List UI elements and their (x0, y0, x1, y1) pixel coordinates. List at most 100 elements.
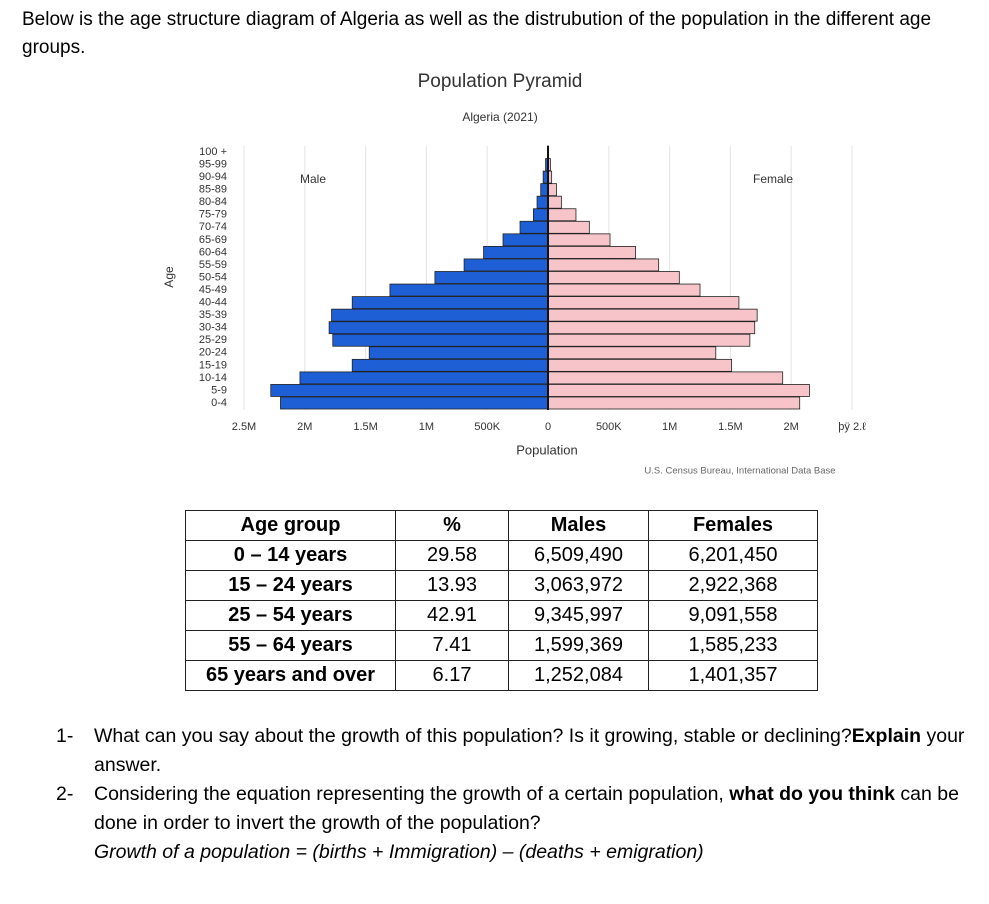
x-tick-label: þÿ 2.ℓ (838, 421, 866, 433)
header-cell: Females (648, 510, 818, 541)
question-text: What can you say about the growth of thi… (94, 722, 976, 780)
bar (547, 233, 611, 247)
bar (547, 245, 636, 259)
x-tick-label: 2.5M (232, 421, 256, 433)
bar (540, 183, 549, 197)
question-text: Considering the equation representing th… (94, 780, 976, 867)
table-cell: 25 – 54 years (185, 600, 396, 631)
bar (368, 346, 549, 360)
bar (547, 195, 562, 209)
table-cell: 3,063,972 (508, 570, 649, 601)
bar (351, 296, 549, 310)
bar (547, 283, 701, 297)
x-tick-label: 1.5M (718, 421, 742, 433)
chart-title: Population Pyramid (418, 71, 583, 92)
y-tick-label: 20-24 (199, 347, 227, 359)
y-tick-label: 15-19 (199, 359, 227, 371)
table-cell: 9,345,997 (508, 600, 649, 631)
bar (351, 358, 549, 372)
y-tick-label: 0-4 (211, 397, 227, 409)
bar (547, 183, 557, 197)
table-cell: 13.93 (395, 570, 509, 601)
header-cell: Males (508, 510, 649, 541)
x-tick-label: 500K (596, 421, 622, 433)
y-tick-label: 90-94 (199, 171, 227, 183)
table-row: 55 – 64 years 7.41 1,599,369 1,585,233 (185, 630, 818, 661)
question-bold: what do you think (729, 783, 896, 805)
y-tick-label: 80-84 (199, 196, 227, 208)
table-cell: 2,922,368 (648, 570, 818, 601)
question-number: 1- (56, 725, 74, 747)
y-tick-label: 65-69 (199, 234, 227, 246)
table-row: 25 – 54 years 42.91 9,345,997 9,091,558 (185, 600, 818, 631)
question-text: Considering the equation representing th… (94, 783, 730, 805)
table-cell: 1,599,369 (508, 630, 649, 661)
bar (332, 333, 549, 347)
table-cell: 42.91 (395, 600, 509, 631)
table-cell: 7.41 (395, 630, 509, 661)
bar (547, 333, 751, 347)
formula: Growth of a population = (births + Immig… (94, 841, 704, 863)
y-tick-label: 45-49 (199, 284, 227, 296)
table-cell: 55 – 64 years (185, 630, 396, 661)
table-cell: 6.17 (395, 660, 509, 691)
x-tick-label: 2M (784, 421, 799, 433)
bar (547, 296, 740, 310)
y-tick-label: 85-89 (199, 184, 227, 196)
question: 1- What can you say about the growth of t… (56, 722, 976, 780)
bar (483, 245, 549, 259)
x-tick-label: 2M (297, 421, 312, 433)
bar (519, 220, 549, 234)
question-tail: can be done in order to invert the growt… (94, 783, 959, 834)
intro: Below is the age structure diagram of Al… (22, 9, 932, 58)
bar (502, 233, 549, 247)
x-axis-label: Population (516, 442, 577, 457)
chart: Population Pyramid Algeria (2021) Age Po… (162, 71, 866, 477)
table-cell: 6,509,490 (508, 540, 649, 571)
table-cell: 1,401,357 (648, 660, 818, 691)
age-table: Age group% Males Females 0 – 14 years 29.58 6… (185, 510, 818, 691)
question-text: What can you say about the growth of thi… (94, 725, 852, 747)
y-tick-label: 55-59 (199, 259, 227, 271)
bar (547, 346, 717, 360)
header-cell: % (395, 510, 509, 541)
bar (547, 208, 577, 222)
bar (547, 321, 756, 335)
table-cell: 15 – 24 years (185, 570, 396, 601)
questions: 1- What can you say about the growth of t… (56, 722, 976, 867)
bar (547, 258, 660, 272)
y-tick-label: 30-34 (199, 322, 227, 334)
table-cell: 29.58 (395, 540, 509, 571)
table-row: 15 – 24 years 13.93 3,063,972 2,922,368 (185, 570, 818, 601)
x-tick-label: 500K (474, 421, 500, 433)
bar (547, 308, 758, 322)
bar (434, 271, 549, 284)
y-tick-label: 5-9 (211, 384, 227, 396)
bar (547, 358, 733, 372)
table-cell: 0 – 14 years (185, 540, 396, 571)
chart-subtitle: Algeria (2021) (462, 110, 537, 124)
bar (328, 321, 549, 335)
x-tick-label: 1M (662, 421, 677, 433)
bar (280, 396, 549, 410)
table-cell: 9,091,558 (648, 600, 818, 631)
bar (536, 195, 549, 209)
x-tick-label: 0 (545, 421, 551, 433)
bar (299, 371, 549, 385)
y-axis-label: Age (162, 266, 176, 288)
y-tick-label: 75-79 (199, 209, 227, 221)
bar (547, 271, 680, 284)
legend-label: Female (753, 172, 793, 186)
bar (547, 220, 590, 234)
y-tick-label: 95-99 (199, 158, 227, 170)
bar (463, 258, 549, 272)
bar (389, 283, 549, 297)
bar (533, 208, 549, 222)
table-cell: 65 years and over (185, 660, 396, 691)
table-row: 0 – 14 years 29.58 6,509,490 6,201,450 (185, 540, 818, 571)
y-tick-label: 35-39 (199, 309, 227, 321)
y-tick-label: 10-14 (199, 372, 227, 384)
question-number: 2- (56, 783, 74, 805)
bar (547, 396, 801, 410)
table-header: Age group% Males Females (185, 510, 818, 541)
